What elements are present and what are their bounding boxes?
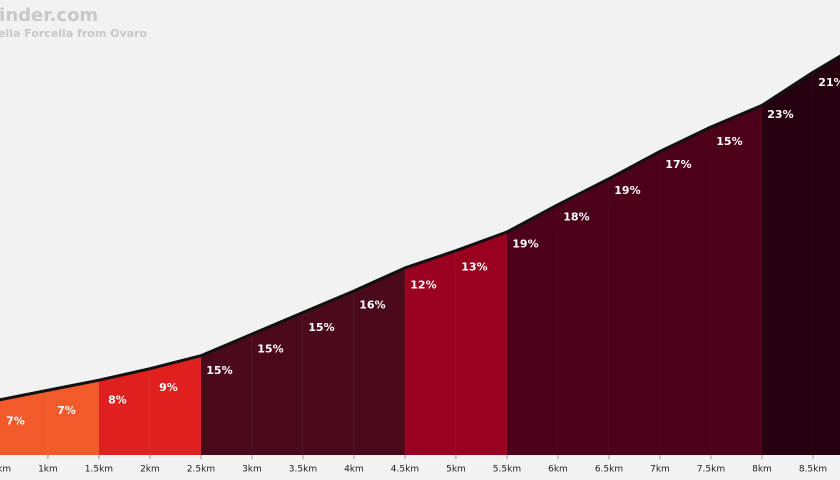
- gradient-label: 21%: [818, 76, 840, 89]
- gradient-label: 7%: [57, 404, 76, 417]
- x-tick-label: 8km: [752, 465, 772, 475]
- x-tick-label: 3.5km: [289, 465, 317, 475]
- gradient-segment: [557, 178, 609, 455]
- axis-band: [0, 455, 840, 480]
- gradient-segment: [302, 290, 354, 455]
- x-tick-label: 8.5km: [799, 465, 827, 475]
- gradient-label: 12%: [410, 278, 436, 291]
- x-tick-label: 0.5km: [0, 465, 11, 475]
- x-tick-label: 7km: [650, 465, 670, 475]
- gradient-segment: [812, 56, 840, 455]
- gradient-segment: [251, 312, 303, 455]
- gradient-segment: [353, 267, 405, 455]
- gradient-segment: [200, 334, 252, 455]
- gradient-label: 15%: [716, 135, 742, 148]
- x-tick-label: 6km: [548, 465, 568, 475]
- gradient-label: 7%: [6, 414, 25, 427]
- x-tick-label: 6.5km: [595, 465, 623, 475]
- gradient-label: 19%: [512, 237, 538, 250]
- profile-line: [0, 54, 840, 402]
- gradient-segment: [455, 232, 507, 455]
- x-tick-label: 7.5km: [697, 465, 725, 475]
- gradient-label: 16%: [359, 298, 385, 311]
- x-tick-label: 4.5km: [391, 465, 419, 475]
- x-tick-label: 5km: [446, 465, 466, 475]
- gradient-label: 13%: [461, 260, 487, 273]
- gradient-label: 17%: [665, 158, 691, 171]
- x-tick-label: 5.5km: [493, 465, 521, 475]
- gradient-segment: [404, 250, 456, 455]
- x-tick-label: 2.5km: [187, 465, 215, 475]
- gradient-label: 9%: [159, 381, 178, 394]
- gradient-label: 19%: [614, 184, 640, 197]
- gradient-segment: [98, 368, 150, 455]
- x-tick-label: 4km: [344, 465, 364, 475]
- gradient-segment: [761, 72, 813, 455]
- gradient-label: 15%: [257, 342, 283, 355]
- gradient-label: 15%: [206, 364, 232, 377]
- gradient-segment: [608, 151, 660, 455]
- gradient-label: 15%: [308, 321, 334, 334]
- gradient-segment: [659, 126, 711, 456]
- gradient-segment: [0, 390, 48, 455]
- gradient-segment: [47, 380, 99, 455]
- x-tick-label: 2km: [140, 465, 160, 475]
- gradient-segment: [149, 355, 201, 455]
- x-tick-label: 1.5km: [85, 465, 113, 475]
- gradient-segment: [506, 204, 558, 455]
- x-tick-label: 1km: [38, 465, 58, 475]
- gradient-label: 8%: [108, 393, 127, 406]
- gradient-segment: [710, 105, 762, 455]
- chart-title: finder.com: [0, 5, 98, 26]
- x-tick-label: 3km: [242, 465, 262, 475]
- gradient-label: 18%: [563, 211, 589, 224]
- chart-subtitle: ella Forcella from Ovaro: [0, 27, 148, 40]
- gradient-label: 23%: [767, 108, 793, 121]
